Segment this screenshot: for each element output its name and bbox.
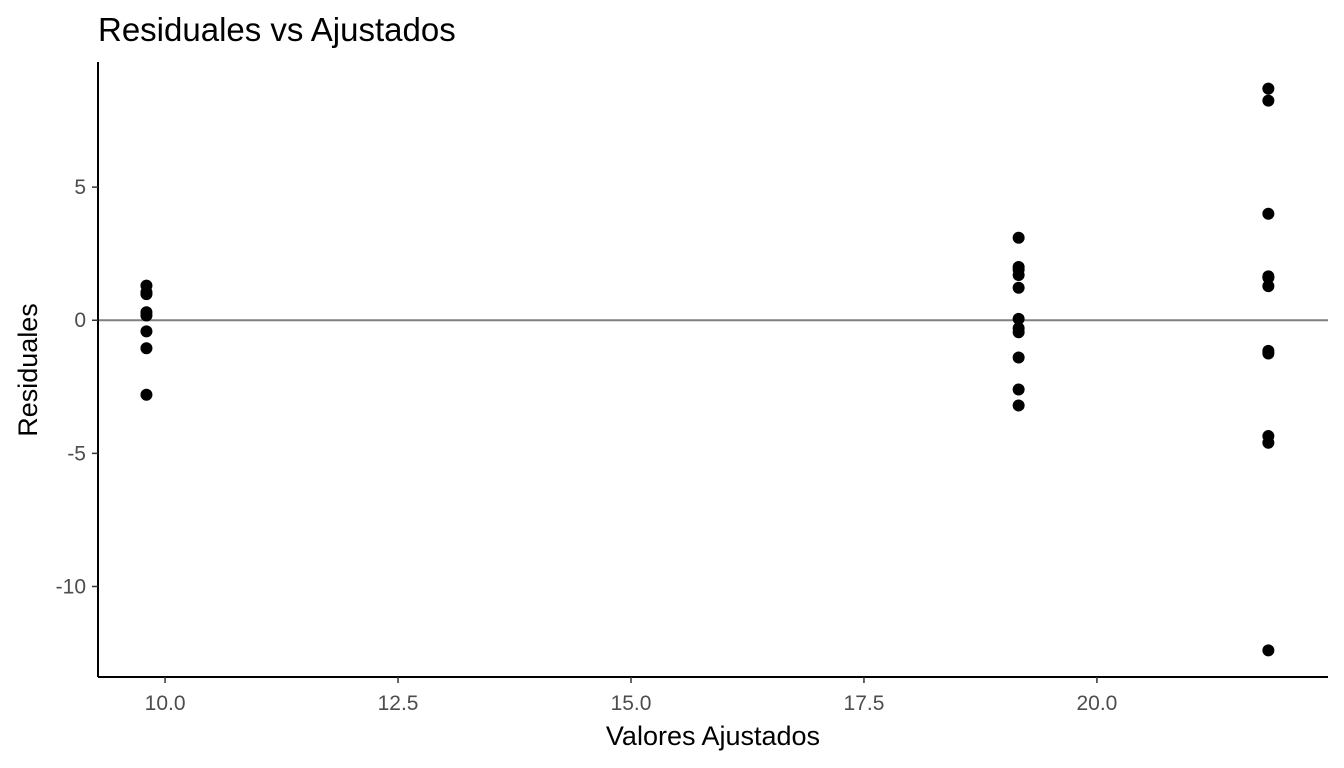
data-point: [1262, 644, 1275, 657]
data-point: [1262, 207, 1275, 220]
data-point: [1012, 326, 1025, 339]
data-point: [1012, 399, 1025, 412]
x-tick-label: 12.5: [378, 692, 419, 715]
data-point: [140, 325, 153, 338]
data-point: [1012, 351, 1025, 364]
y-tick-label: 5: [74, 176, 86, 199]
x-tick-label: 10.0: [145, 692, 186, 715]
data-point: [140, 388, 153, 401]
y-axis-title: Residuales: [13, 303, 43, 437]
data-point: [1012, 263, 1025, 276]
data-point: [140, 342, 153, 355]
x-axis-ticks: 10.0 12.5 15.0 17.5 20.0: [145, 677, 1117, 715]
data-point: [1262, 280, 1275, 293]
x-tick-label: 15.0: [611, 692, 652, 715]
data-point: [140, 309, 153, 322]
y-tick-label: 0: [74, 309, 86, 332]
data-point: [1262, 436, 1275, 449]
data-point: [1262, 94, 1275, 107]
data-point: [1012, 383, 1025, 396]
data-point: [1262, 347, 1275, 360]
y-tick-label: -5: [67, 442, 86, 465]
x-tick-label: 20.0: [1076, 692, 1117, 715]
data-point: [1012, 231, 1025, 244]
data-point: [140, 286, 153, 299]
plot-area: [98, 82, 1328, 657]
y-axis-ticks: 5 0 -5 -10: [56, 176, 98, 598]
y-tick-label: -10: [56, 575, 86, 598]
data-point: [1262, 271, 1275, 284]
data-point: [1012, 312, 1025, 325]
x-axis-title: Valores Ajustados: [606, 721, 820, 751]
data-point: [1012, 281, 1025, 294]
x-tick-label: 17.5: [844, 692, 885, 715]
chart-title: Residuales vs Ajustados: [98, 11, 456, 48]
data-point: [1262, 82, 1275, 95]
